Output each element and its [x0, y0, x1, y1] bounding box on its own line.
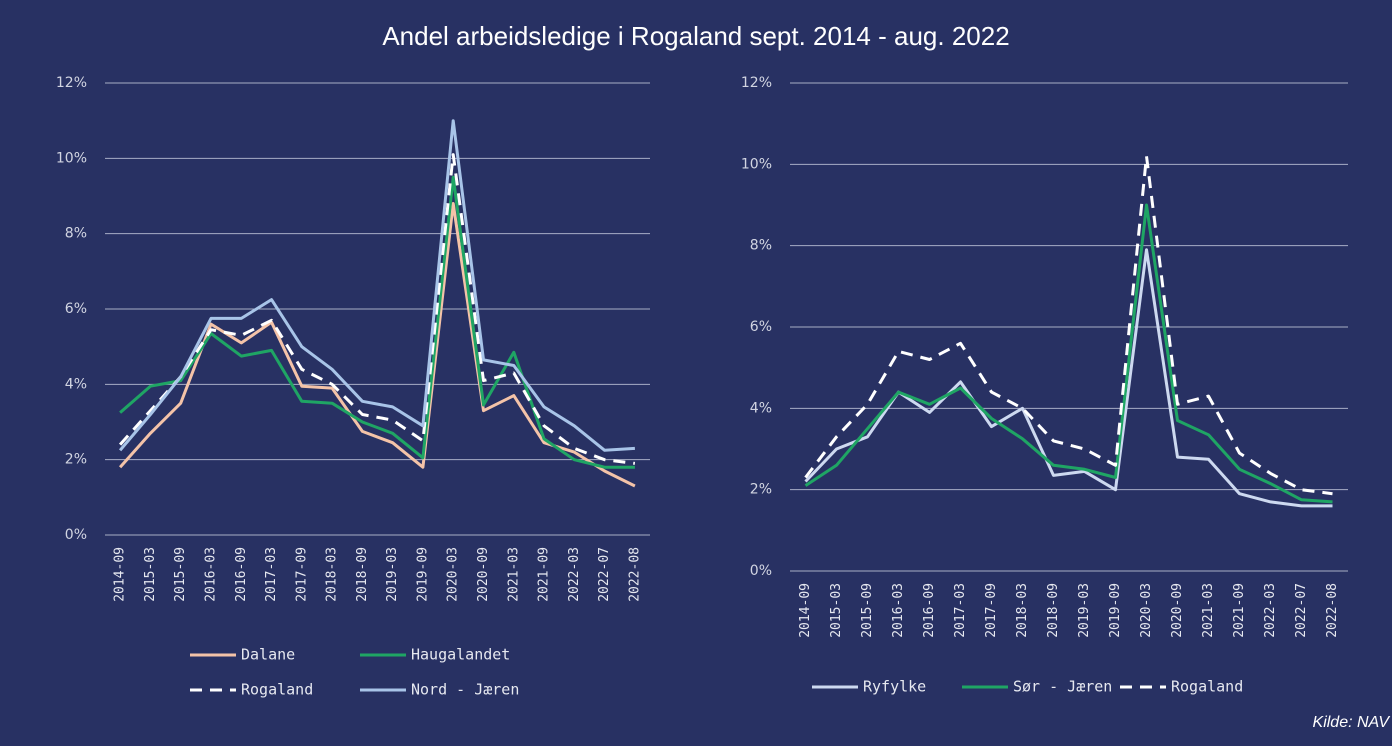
x-tick-label: 2017-09	[984, 583, 999, 638]
x-tick-label: 2019-09	[415, 547, 430, 602]
legend-label: Sør - Jæren	[1013, 678, 1112, 696]
chart-title: Andel arbeidsledige i Rogaland sept. 201…	[382, 21, 1009, 51]
x-tick-label: 2019-03	[1077, 583, 1092, 638]
x-tick-label: 2019-03	[385, 547, 400, 602]
y-tick-label: 4%	[65, 376, 87, 392]
y-tick-label: 12%	[56, 75, 87, 91]
x-tick-label: 2019-09	[1108, 583, 1123, 638]
x-tick-label: 2016-09	[234, 547, 249, 602]
x-tick-label: 2016-03	[891, 583, 906, 638]
x-tick-label: 2022-08	[627, 547, 642, 602]
x-tick-label: 2017-03	[953, 583, 968, 638]
x-tick-label: 2018-09	[1046, 583, 1061, 638]
x-tick-label: 2018-09	[355, 547, 370, 602]
x-tick-label: 2015-03	[829, 583, 844, 638]
legend-label: Nord - Jæren	[411, 681, 519, 699]
x-tick-label: 2022-08	[1325, 583, 1340, 638]
legend-label: Haugalandet	[411, 646, 510, 664]
series-line	[118, 119, 635, 452]
x-tick-label: 2022-03	[1263, 583, 1278, 638]
x-tick-label: 2015-09	[173, 547, 188, 602]
x-tick-label: 2022-07	[1294, 583, 1309, 638]
x-tick-label: 2021-09	[1232, 583, 1247, 638]
series-line	[804, 154, 1333, 496]
series-line	[119, 175, 635, 469]
legend-label: Rogaland	[1171, 678, 1243, 696]
series-line	[118, 202, 636, 488]
y-tick-label: 12%	[741, 75, 772, 91]
x-tick-label: 2017-09	[294, 547, 309, 602]
y-tick-label: 6%	[65, 301, 87, 317]
x-tick-label: 2015-03	[143, 547, 158, 602]
x-tick-label: 2017-03	[264, 547, 279, 602]
y-tick-label: 2%	[65, 452, 87, 468]
x-tick-label: 2018-03	[1015, 583, 1030, 638]
x-tick-label: 2015-09	[860, 583, 875, 638]
y-tick-label: 8%	[65, 226, 87, 242]
y-tick-label: 10%	[741, 156, 772, 172]
x-tick-label: 2020-09	[476, 547, 491, 602]
series-line	[804, 203, 1333, 504]
x-tick-label: 2021-03	[1201, 583, 1216, 638]
legend-label: Rogaland	[241, 681, 313, 699]
y-tick-label: 6%	[750, 319, 772, 335]
legend-label: Ryfylke	[863, 678, 926, 696]
legend-label: Dalane	[241, 646, 295, 664]
y-tick-label: 4%	[750, 400, 772, 416]
x-tick-label: 2022-07	[597, 547, 612, 602]
x-tick-label: 2018-03	[325, 547, 340, 602]
x-tick-label: 2020-09	[1170, 583, 1185, 638]
y-tick-label: 0%	[65, 527, 87, 543]
x-tick-label: 2020-03	[446, 547, 461, 602]
source: Kilde: NAV	[1313, 714, 1391, 731]
x-tick-label: 2022-03	[567, 547, 582, 602]
x-tick-label: 2016-09	[922, 583, 937, 638]
x-tick-label: 2014-09	[798, 583, 813, 638]
x-tick-label: 2021-03	[506, 547, 521, 602]
y-tick-label: 2%	[750, 482, 772, 498]
y-tick-label: 10%	[56, 150, 87, 166]
x-tick-label: 2021-09	[537, 547, 552, 602]
series-line	[118, 153, 636, 465]
y-tick-label: 0%	[750, 563, 772, 579]
x-tick-label: 2016-03	[203, 547, 218, 602]
x-tick-label: 2020-03	[1139, 583, 1154, 638]
y-tick-label: 8%	[750, 238, 772, 254]
x-tick-label: 2014-09	[113, 547, 128, 602]
